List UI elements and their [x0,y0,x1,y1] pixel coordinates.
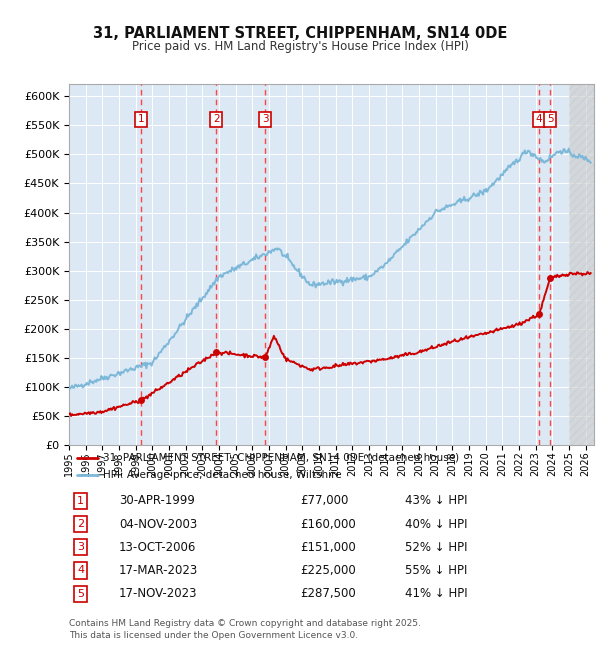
Text: Contains HM Land Registry data © Crown copyright and database right 2025.: Contains HM Land Registry data © Crown c… [69,619,421,628]
Text: 40% ↓ HPI: 40% ↓ HPI [405,517,467,530]
Text: 3: 3 [262,114,269,124]
Text: 55% ↓ HPI: 55% ↓ HPI [405,564,467,577]
Text: 2: 2 [213,114,220,124]
Text: 5: 5 [547,114,554,124]
Text: £77,000: £77,000 [300,495,349,508]
Text: HPI: Average price, detached house, Wiltshire: HPI: Average price, detached house, Wilt… [103,470,342,480]
Text: £151,000: £151,000 [300,541,356,554]
Text: £160,000: £160,000 [300,517,356,530]
Text: 43% ↓ HPI: 43% ↓ HPI [405,495,467,508]
Text: 2: 2 [77,519,84,529]
Text: 17-MAR-2023: 17-MAR-2023 [119,564,198,577]
Text: 41% ↓ HPI: 41% ↓ HPI [405,587,467,600]
Text: Price paid vs. HM Land Registry's House Price Index (HPI): Price paid vs. HM Land Registry's House … [131,40,469,53]
Bar [569,84,594,445]
Text: 17-NOV-2023: 17-NOV-2023 [119,587,197,600]
Text: 3: 3 [77,542,84,552]
Text: 31, PARLIAMENT STREET, CHIPPENHAM, SN14 0DE: 31, PARLIAMENT STREET, CHIPPENHAM, SN14 … [93,26,507,41]
Text: £225,000: £225,000 [300,564,356,577]
Text: 4: 4 [536,114,542,124]
Text: 31, PARLIAMENT STREET, CHIPPENHAM, SN14 0DE (detached house): 31, PARLIAMENT STREET, CHIPPENHAM, SN14 … [103,453,459,463]
Text: 4: 4 [77,566,84,575]
Text: 13-OCT-2006: 13-OCT-2006 [119,541,196,554]
Text: 1: 1 [138,114,145,124]
Text: £287,500: £287,500 [300,587,356,600]
Text: 1: 1 [77,496,84,506]
Text: This data is licensed under the Open Government Licence v3.0.: This data is licensed under the Open Gov… [69,630,358,640]
Text: 30-APR-1999: 30-APR-1999 [119,495,195,508]
Text: 04-NOV-2003: 04-NOV-2003 [119,517,197,530]
Text: 52% ↓ HPI: 52% ↓ HPI [405,541,467,554]
Text: 5: 5 [77,589,84,599]
